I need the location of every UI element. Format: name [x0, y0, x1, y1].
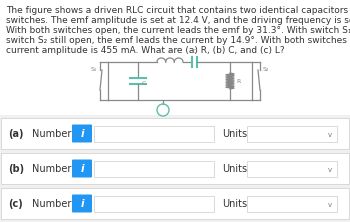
Text: v: v — [328, 166, 332, 172]
Text: i: i — [80, 198, 84, 208]
Text: R: R — [236, 79, 240, 83]
FancyBboxPatch shape — [0, 0, 350, 115]
Text: i: i — [80, 163, 84, 174]
Text: S₁: S₁ — [91, 67, 97, 72]
Text: With both switches open, the current leads the emf by 31.3°. With switch S₁ clos: With both switches open, the current lea… — [6, 26, 350, 35]
Text: Number: Number — [32, 163, 71, 174]
Text: Number: Number — [32, 129, 71, 139]
FancyBboxPatch shape — [72, 125, 92, 143]
Text: current amplitude is 455 mA. What are (a) R, (b) C, and (c) L?: current amplitude is 455 mA. What are (a… — [6, 46, 285, 55]
Text: (b): (b) — [8, 163, 24, 174]
Text: (c): (c) — [8, 198, 23, 208]
Text: The figure shows a driven RLC circuit that contains two identical capacitors and: The figure shows a driven RLC circuit th… — [6, 6, 350, 15]
Text: Units: Units — [222, 163, 247, 174]
Text: v: v — [328, 131, 332, 137]
FancyBboxPatch shape — [1, 118, 349, 149]
Text: C: C — [192, 49, 197, 54]
Text: i: i — [80, 129, 84, 139]
Text: switch S₂ still open, the emf leads the current by 14.9°. With both switches clo: switch S₂ still open, the emf leads the … — [6, 36, 350, 45]
Text: Units: Units — [222, 198, 247, 208]
FancyBboxPatch shape — [94, 161, 214, 176]
FancyBboxPatch shape — [247, 196, 337, 212]
Text: C: C — [142, 81, 146, 85]
Text: v: v — [328, 202, 332, 208]
FancyBboxPatch shape — [72, 194, 92, 212]
FancyBboxPatch shape — [0, 220, 350, 222]
Text: switches. The emf amplitude is set at 12.4 V, and the driving frequency is set a: switches. The emf amplitude is set at 12… — [6, 16, 350, 25]
FancyBboxPatch shape — [247, 161, 337, 176]
FancyBboxPatch shape — [1, 153, 349, 184]
FancyBboxPatch shape — [94, 125, 214, 141]
FancyBboxPatch shape — [247, 125, 337, 141]
FancyBboxPatch shape — [1, 188, 349, 219]
Text: L: L — [168, 49, 172, 54]
Text: Units: Units — [222, 129, 247, 139]
Text: S₂: S₂ — [263, 67, 270, 72]
FancyBboxPatch shape — [94, 196, 214, 212]
FancyBboxPatch shape — [72, 159, 92, 178]
Text: Number: Number — [32, 198, 71, 208]
Text: (a): (a) — [8, 129, 23, 139]
